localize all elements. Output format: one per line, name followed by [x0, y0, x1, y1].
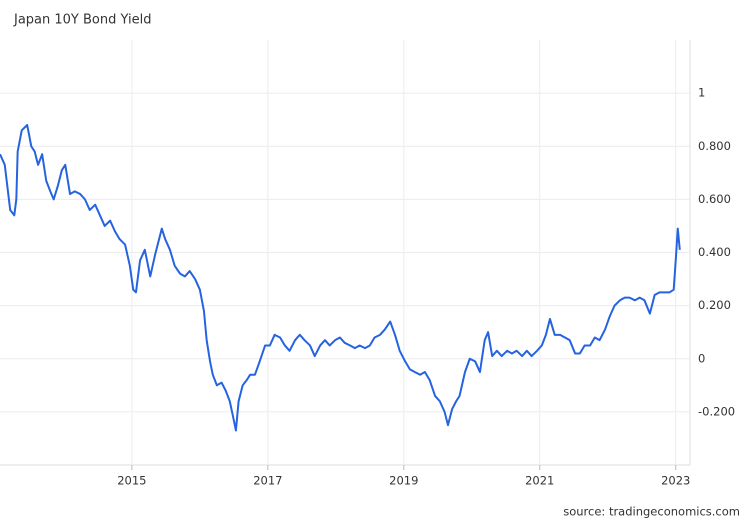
x-tick-label: 2021 — [525, 474, 554, 488]
y-tick-label: 0.200 — [698, 298, 731, 312]
y-tick-label: 0.600 — [698, 192, 731, 206]
x-tick-label: 2019 — [389, 474, 418, 488]
y-tick-label: 0 — [698, 351, 705, 365]
y-tick-label: 1 — [698, 86, 705, 100]
y-tick-label: -0.200 — [698, 404, 735, 418]
data-line — [0, 124, 681, 432]
x-tick-label: 2023 — [661, 474, 690, 488]
y-tick-label: 0.800 — [698, 139, 731, 153]
x-tick-label: 2017 — [253, 474, 282, 488]
y-tick-label: 0.400 — [698, 245, 731, 259]
chart-title: Japan 10Y Bond Yield — [13, 13, 151, 28]
x-tick-label: 2015 — [117, 474, 146, 488]
source: source: tradingeconomics.com — [563, 505, 740, 519]
